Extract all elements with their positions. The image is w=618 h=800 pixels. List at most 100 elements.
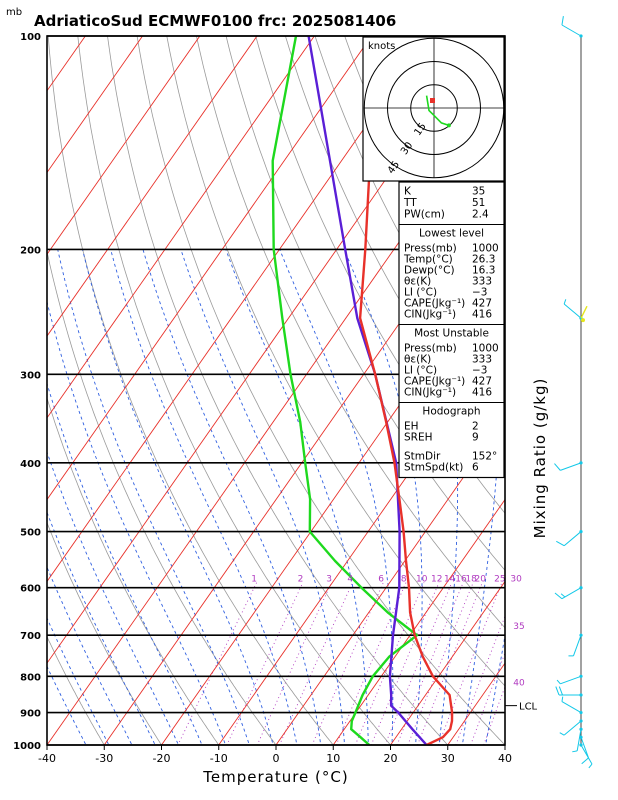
pressure-tick-label: 100 bbox=[20, 32, 41, 43]
x-tick-label: 40 bbox=[498, 752, 512, 765]
hodograph-box-value: 2 bbox=[472, 421, 479, 433]
dry-adiabat-line bbox=[602, 20, 618, 760]
mixing-ratio-label: 20 bbox=[475, 575, 487, 585]
wind-barb-shaft bbox=[563, 720, 582, 736]
indices-frame bbox=[398, 181, 505, 479]
mixing-ratio-label: 12 bbox=[431, 575, 442, 585]
isotherm-line bbox=[389, 580, 505, 745]
chart-title: AdriaticoSud ECMWF0100 frc: 2025081406 bbox=[34, 12, 396, 30]
wind-barb-shaft bbox=[563, 531, 582, 547]
wind-barb-shaft bbox=[560, 675, 582, 685]
mixing-ratio-line bbox=[177, 582, 258, 745]
mixing-ratio-label: 8 bbox=[401, 575, 407, 585]
mixing-ratio-line bbox=[455, 615, 505, 745]
mixing-ratio-label: 25 bbox=[494, 575, 505, 585]
index-value: 2.4 bbox=[472, 209, 489, 221]
most-unstable-value: 416 bbox=[472, 387, 492, 399]
index-label: TT bbox=[403, 197, 417, 209]
wind-profile bbox=[554, 16, 593, 769]
mixing-ratio-label: 40 bbox=[513, 678, 525, 688]
dry-adiabat-line bbox=[225, 36, 505, 571]
isotherm-line bbox=[47, 36, 144, 174]
isotherm-line bbox=[504, 744, 505, 745]
wind-barb-shaft bbox=[561, 24, 582, 37]
isotherm-line bbox=[47, 36, 430, 583]
wind-barb-shaft bbox=[563, 303, 582, 319]
wind-barb-flag bbox=[588, 763, 593, 769]
dry-adiabat-line bbox=[255, 36, 505, 514]
mixing-ratio-label: 30 bbox=[510, 575, 522, 585]
wind-barb-flag bbox=[563, 299, 567, 305]
dry-adiabat-line bbox=[77, 36, 392, 745]
wind-barb-flag bbox=[559, 732, 565, 736]
pressure-unit-label: mb bbox=[6, 7, 22, 18]
x-tick-label: -40 bbox=[38, 752, 56, 765]
lowest-level-label: Temp(°C) bbox=[403, 254, 453, 266]
pressure-tick-label: 700 bbox=[20, 631, 41, 642]
lowest-level-label: Dewp(°C) bbox=[404, 265, 455, 277]
isotherm-line bbox=[47, 36, 201, 256]
mixing-ratio-line bbox=[483, 685, 505, 745]
moist-adiabat-line bbox=[47, 511, 156, 745]
wind-barb-highlight-dot bbox=[581, 318, 585, 323]
hodograph-box-label: StmSpd(kt) bbox=[404, 462, 463, 474]
lcl-label: LCL bbox=[519, 702, 538, 713]
pressure-tick-label: 200 bbox=[20, 245, 41, 256]
wind-barb-flag bbox=[554, 463, 561, 471]
lowest-level-value: 16.3 bbox=[472, 265, 495, 277]
hodograph-trace bbox=[425, 95, 450, 127]
wind-barb-flag bbox=[558, 686, 563, 696]
mixing-ratio-label: 16 bbox=[455, 575, 467, 585]
wind-barb-flag bbox=[560, 593, 566, 598]
moist-adiabat-line bbox=[279, 249, 394, 745]
dry-adiabat-line bbox=[107, 36, 449, 745]
moist-adiabat-line bbox=[47, 665, 87, 745]
wind-barb-shaft bbox=[580, 744, 593, 765]
most-unstable-label: CAPE(Jkg⁻¹) bbox=[404, 376, 465, 388]
lowest-level-title: Lowest level bbox=[419, 228, 484, 240]
dry-adiabat-line bbox=[47, 635, 105, 745]
lowest-level-label: θε(K) bbox=[404, 276, 431, 288]
mixing-ratio-label: 1 bbox=[251, 575, 257, 585]
isotherm-line bbox=[47, 36, 315, 419]
dry-adiabat-line bbox=[573, 20, 618, 760]
lowest-level-value: 333 bbox=[472, 276, 492, 288]
isotherms bbox=[47, 36, 505, 745]
mixing-ratio-line bbox=[226, 582, 304, 745]
hodograph-box-label: SREH bbox=[404, 432, 433, 444]
y-axis-title-right: Mixing Ratio (g/kg) bbox=[531, 378, 549, 539]
pressure-tick-label: 300 bbox=[20, 370, 41, 381]
lowest-level-value: 26.3 bbox=[472, 254, 495, 266]
moist-adiabat-line bbox=[142, 249, 322, 745]
x-tick-label: 10 bbox=[326, 752, 340, 765]
mixing-ratio-label: 14 bbox=[444, 575, 456, 585]
wind-barb-flag bbox=[556, 540, 565, 547]
dry-adiabats bbox=[47, 20, 618, 760]
mixing-ratio-line bbox=[335, 582, 407, 745]
isotherm-line bbox=[47, 36, 258, 337]
pressure-tick-label: 500 bbox=[20, 528, 41, 539]
plot-frame bbox=[46, 35, 506, 746]
pressure-tick-label: 1000 bbox=[13, 741, 41, 752]
mixing-ratio-label: 4 bbox=[347, 575, 353, 585]
mixing-ratio-label: 18 bbox=[465, 575, 477, 585]
mixing-ratio-line bbox=[311, 582, 384, 745]
mixing-ratio-label: 2 bbox=[298, 575, 304, 585]
moist-adiabat-line bbox=[47, 382, 203, 745]
wind-barb-flag bbox=[556, 679, 561, 685]
moist-adiabat-line bbox=[225, 249, 369, 745]
most-unstable-value: −3 bbox=[472, 365, 487, 377]
isotherm-line bbox=[47, 36, 373, 501]
hodograph-units: knots bbox=[368, 41, 395, 52]
index-value: 35 bbox=[472, 186, 485, 198]
wind-barb-flag bbox=[555, 686, 560, 696]
temperature-line bbox=[358, 36, 454, 745]
dry-adiabat-line bbox=[166, 36, 505, 687]
dry-adiabat-line bbox=[47, 521, 162, 745]
moist-adiabat-line bbox=[417, 249, 459, 745]
pressure-tick-label: 400 bbox=[20, 459, 41, 470]
mixing-ratio-label: 3 bbox=[326, 575, 332, 585]
wind-barb-shaft bbox=[573, 635, 582, 657]
wind-barb-shaft bbox=[580, 737, 589, 759]
